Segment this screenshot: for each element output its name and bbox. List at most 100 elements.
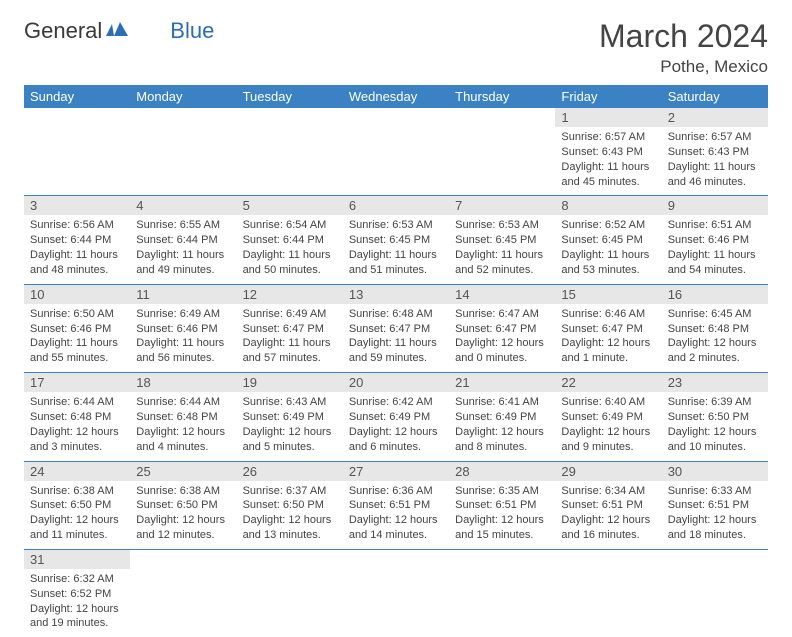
calendar-day-cell — [343, 549, 449, 637]
calendar-day-cell — [555, 549, 661, 637]
month-title: March 2024 — [599, 18, 768, 55]
daylight-text: Daylight: 11 hours and 52 minutes. — [455, 248, 549, 278]
daylight-text: Daylight: 11 hours and 45 minutes. — [561, 160, 655, 190]
calendar-day-cell: 6Sunrise: 6:53 AMSunset: 6:45 PMDaylight… — [343, 196, 449, 284]
daylight-text: Daylight: 12 hours and 6 minutes. — [349, 425, 443, 455]
flag-icon — [106, 18, 128, 44]
sunrise-text: Sunrise: 6:45 AM — [668, 307, 762, 322]
calendar-day-cell: 29Sunrise: 6:34 AMSunset: 6:51 PMDayligh… — [555, 461, 661, 549]
sunset-text: Sunset: 6:48 PM — [668, 322, 762, 337]
sunrise-text: Sunrise: 6:43 AM — [243, 395, 337, 410]
calendar-day-cell: 28Sunrise: 6:35 AMSunset: 6:51 PMDayligh… — [449, 461, 555, 549]
daylight-text: Daylight: 12 hours and 16 minutes. — [561, 513, 655, 543]
calendar-table: SundayMondayTuesdayWednesdayThursdayFrid… — [24, 85, 768, 637]
daylight-text: Daylight: 11 hours and 48 minutes. — [30, 248, 124, 278]
calendar-day-cell: 11Sunrise: 6:49 AMSunset: 6:46 PMDayligh… — [130, 284, 236, 372]
day-number: 7 — [449, 196, 555, 215]
calendar-day-cell: 21Sunrise: 6:41 AMSunset: 6:49 PMDayligh… — [449, 373, 555, 461]
calendar-day-cell — [24, 108, 130, 196]
day-details: Sunrise: 6:53 AMSunset: 6:45 PMDaylight:… — [343, 215, 449, 283]
sunrise-text: Sunrise: 6:41 AM — [455, 395, 549, 410]
sunset-text: Sunset: 6:44 PM — [30, 233, 124, 248]
sunrise-text: Sunrise: 6:50 AM — [30, 307, 124, 322]
day-number: 1 — [555, 108, 661, 127]
daylight-text: Daylight: 12 hours and 1 minute. — [561, 336, 655, 366]
calendar-day-cell: 7Sunrise: 6:53 AMSunset: 6:45 PMDaylight… — [449, 196, 555, 284]
day-number: 12 — [237, 285, 343, 304]
day-details: Sunrise: 6:39 AMSunset: 6:50 PMDaylight:… — [662, 392, 768, 460]
day-details: Sunrise: 6:46 AMSunset: 6:47 PMDaylight:… — [555, 304, 661, 372]
day-number: 14 — [449, 285, 555, 304]
daylight-text: Daylight: 11 hours and 46 minutes. — [668, 160, 762, 190]
calendar-day-cell: 8Sunrise: 6:52 AMSunset: 6:45 PMDaylight… — [555, 196, 661, 284]
sunset-text: Sunset: 6:49 PM — [455, 410, 549, 425]
calendar-day-cell: 20Sunrise: 6:42 AMSunset: 6:49 PMDayligh… — [343, 373, 449, 461]
sunset-text: Sunset: 6:51 PM — [561, 498, 655, 513]
day-number: 28 — [449, 462, 555, 481]
calendar-day-cell: 4Sunrise: 6:55 AMSunset: 6:44 PMDaylight… — [130, 196, 236, 284]
calendar-day-cell: 22Sunrise: 6:40 AMSunset: 6:49 PMDayligh… — [555, 373, 661, 461]
day-number: 9 — [662, 196, 768, 215]
day-details: Sunrise: 6:44 AMSunset: 6:48 PMDaylight:… — [130, 392, 236, 460]
day-details: Sunrise: 6:49 AMSunset: 6:47 PMDaylight:… — [237, 304, 343, 372]
sunrise-text: Sunrise: 6:57 AM — [561, 130, 655, 145]
calendar-day-cell: 27Sunrise: 6:36 AMSunset: 6:51 PMDayligh… — [343, 461, 449, 549]
sunset-text: Sunset: 6:47 PM — [561, 322, 655, 337]
daylight-text: Daylight: 11 hours and 55 minutes. — [30, 336, 124, 366]
day-number: 19 — [237, 373, 343, 392]
day-details: Sunrise: 6:52 AMSunset: 6:45 PMDaylight:… — [555, 215, 661, 283]
calendar-day-cell: 2Sunrise: 6:57 AMSunset: 6:43 PMDaylight… — [662, 108, 768, 196]
day-number: 18 — [130, 373, 236, 392]
calendar-header-row: SundayMondayTuesdayWednesdayThursdayFrid… — [24, 85, 768, 108]
sunrise-text: Sunrise: 6:47 AM — [455, 307, 549, 322]
calendar-day-cell: 26Sunrise: 6:37 AMSunset: 6:50 PMDayligh… — [237, 461, 343, 549]
day-details: Sunrise: 6:34 AMSunset: 6:51 PMDaylight:… — [555, 481, 661, 549]
calendar-day-cell: 9Sunrise: 6:51 AMSunset: 6:46 PMDaylight… — [662, 196, 768, 284]
sunset-text: Sunset: 6:51 PM — [349, 498, 443, 513]
calendar-week-row: 24Sunrise: 6:38 AMSunset: 6:50 PMDayligh… — [24, 461, 768, 549]
sunset-text: Sunset: 6:45 PM — [349, 233, 443, 248]
brand-part1: General — [24, 18, 102, 44]
sunrise-text: Sunrise: 6:44 AM — [30, 395, 124, 410]
day-details: Sunrise: 6:48 AMSunset: 6:47 PMDaylight:… — [343, 304, 449, 372]
sunset-text: Sunset: 6:50 PM — [243, 498, 337, 513]
calendar-day-cell: 3Sunrise: 6:56 AMSunset: 6:44 PMDaylight… — [24, 196, 130, 284]
title-block: March 2024 Pothe, Mexico — [599, 18, 768, 77]
daylight-text: Daylight: 12 hours and 13 minutes. — [243, 513, 337, 543]
day-details: Sunrise: 6:57 AMSunset: 6:43 PMDaylight:… — [555, 127, 661, 195]
day-details: Sunrise: 6:32 AMSunset: 6:52 PMDaylight:… — [24, 569, 130, 637]
daylight-text: Daylight: 12 hours and 8 minutes. — [455, 425, 549, 455]
calendar-day-cell — [237, 108, 343, 196]
day-details: Sunrise: 6:49 AMSunset: 6:46 PMDaylight:… — [130, 304, 236, 372]
day-details: Sunrise: 6:40 AMSunset: 6:49 PMDaylight:… — [555, 392, 661, 460]
sunrise-text: Sunrise: 6:46 AM — [561, 307, 655, 322]
day-details: Sunrise: 6:41 AMSunset: 6:49 PMDaylight:… — [449, 392, 555, 460]
calendar-day-cell: 25Sunrise: 6:38 AMSunset: 6:50 PMDayligh… — [130, 461, 236, 549]
sunset-text: Sunset: 6:50 PM — [30, 498, 124, 513]
calendar-week-row: 3Sunrise: 6:56 AMSunset: 6:44 PMDaylight… — [24, 196, 768, 284]
daylight-text: Daylight: 11 hours and 53 minutes. — [561, 248, 655, 278]
calendar-day-cell — [237, 549, 343, 637]
day-details: Sunrise: 6:33 AMSunset: 6:51 PMDaylight:… — [662, 481, 768, 549]
day-number: 23 — [662, 373, 768, 392]
day-details: Sunrise: 6:53 AMSunset: 6:45 PMDaylight:… — [449, 215, 555, 283]
daylight-text: Daylight: 11 hours and 59 minutes. — [349, 336, 443, 366]
day-number: 30 — [662, 462, 768, 481]
day-details: Sunrise: 6:47 AMSunset: 6:47 PMDaylight:… — [449, 304, 555, 372]
sunrise-text: Sunrise: 6:49 AM — [136, 307, 230, 322]
sunset-text: Sunset: 6:43 PM — [668, 145, 762, 160]
sunset-text: Sunset: 6:47 PM — [349, 322, 443, 337]
day-number: 24 — [24, 462, 130, 481]
sunset-text: Sunset: 6:51 PM — [668, 498, 762, 513]
sunset-text: Sunset: 6:44 PM — [136, 233, 230, 248]
calendar-week-row: 17Sunrise: 6:44 AMSunset: 6:48 PMDayligh… — [24, 373, 768, 461]
sunset-text: Sunset: 6:47 PM — [455, 322, 549, 337]
day-number: 22 — [555, 373, 661, 392]
day-number: 20 — [343, 373, 449, 392]
sunset-text: Sunset: 6:46 PM — [30, 322, 124, 337]
daylight-text: Daylight: 11 hours and 51 minutes. — [349, 248, 443, 278]
sunrise-text: Sunrise: 6:51 AM — [668, 218, 762, 233]
day-details: Sunrise: 6:51 AMSunset: 6:46 PMDaylight:… — [662, 215, 768, 283]
calendar-day-cell: 5Sunrise: 6:54 AMSunset: 6:44 PMDaylight… — [237, 196, 343, 284]
calendar-day-cell: 23Sunrise: 6:39 AMSunset: 6:50 PMDayligh… — [662, 373, 768, 461]
